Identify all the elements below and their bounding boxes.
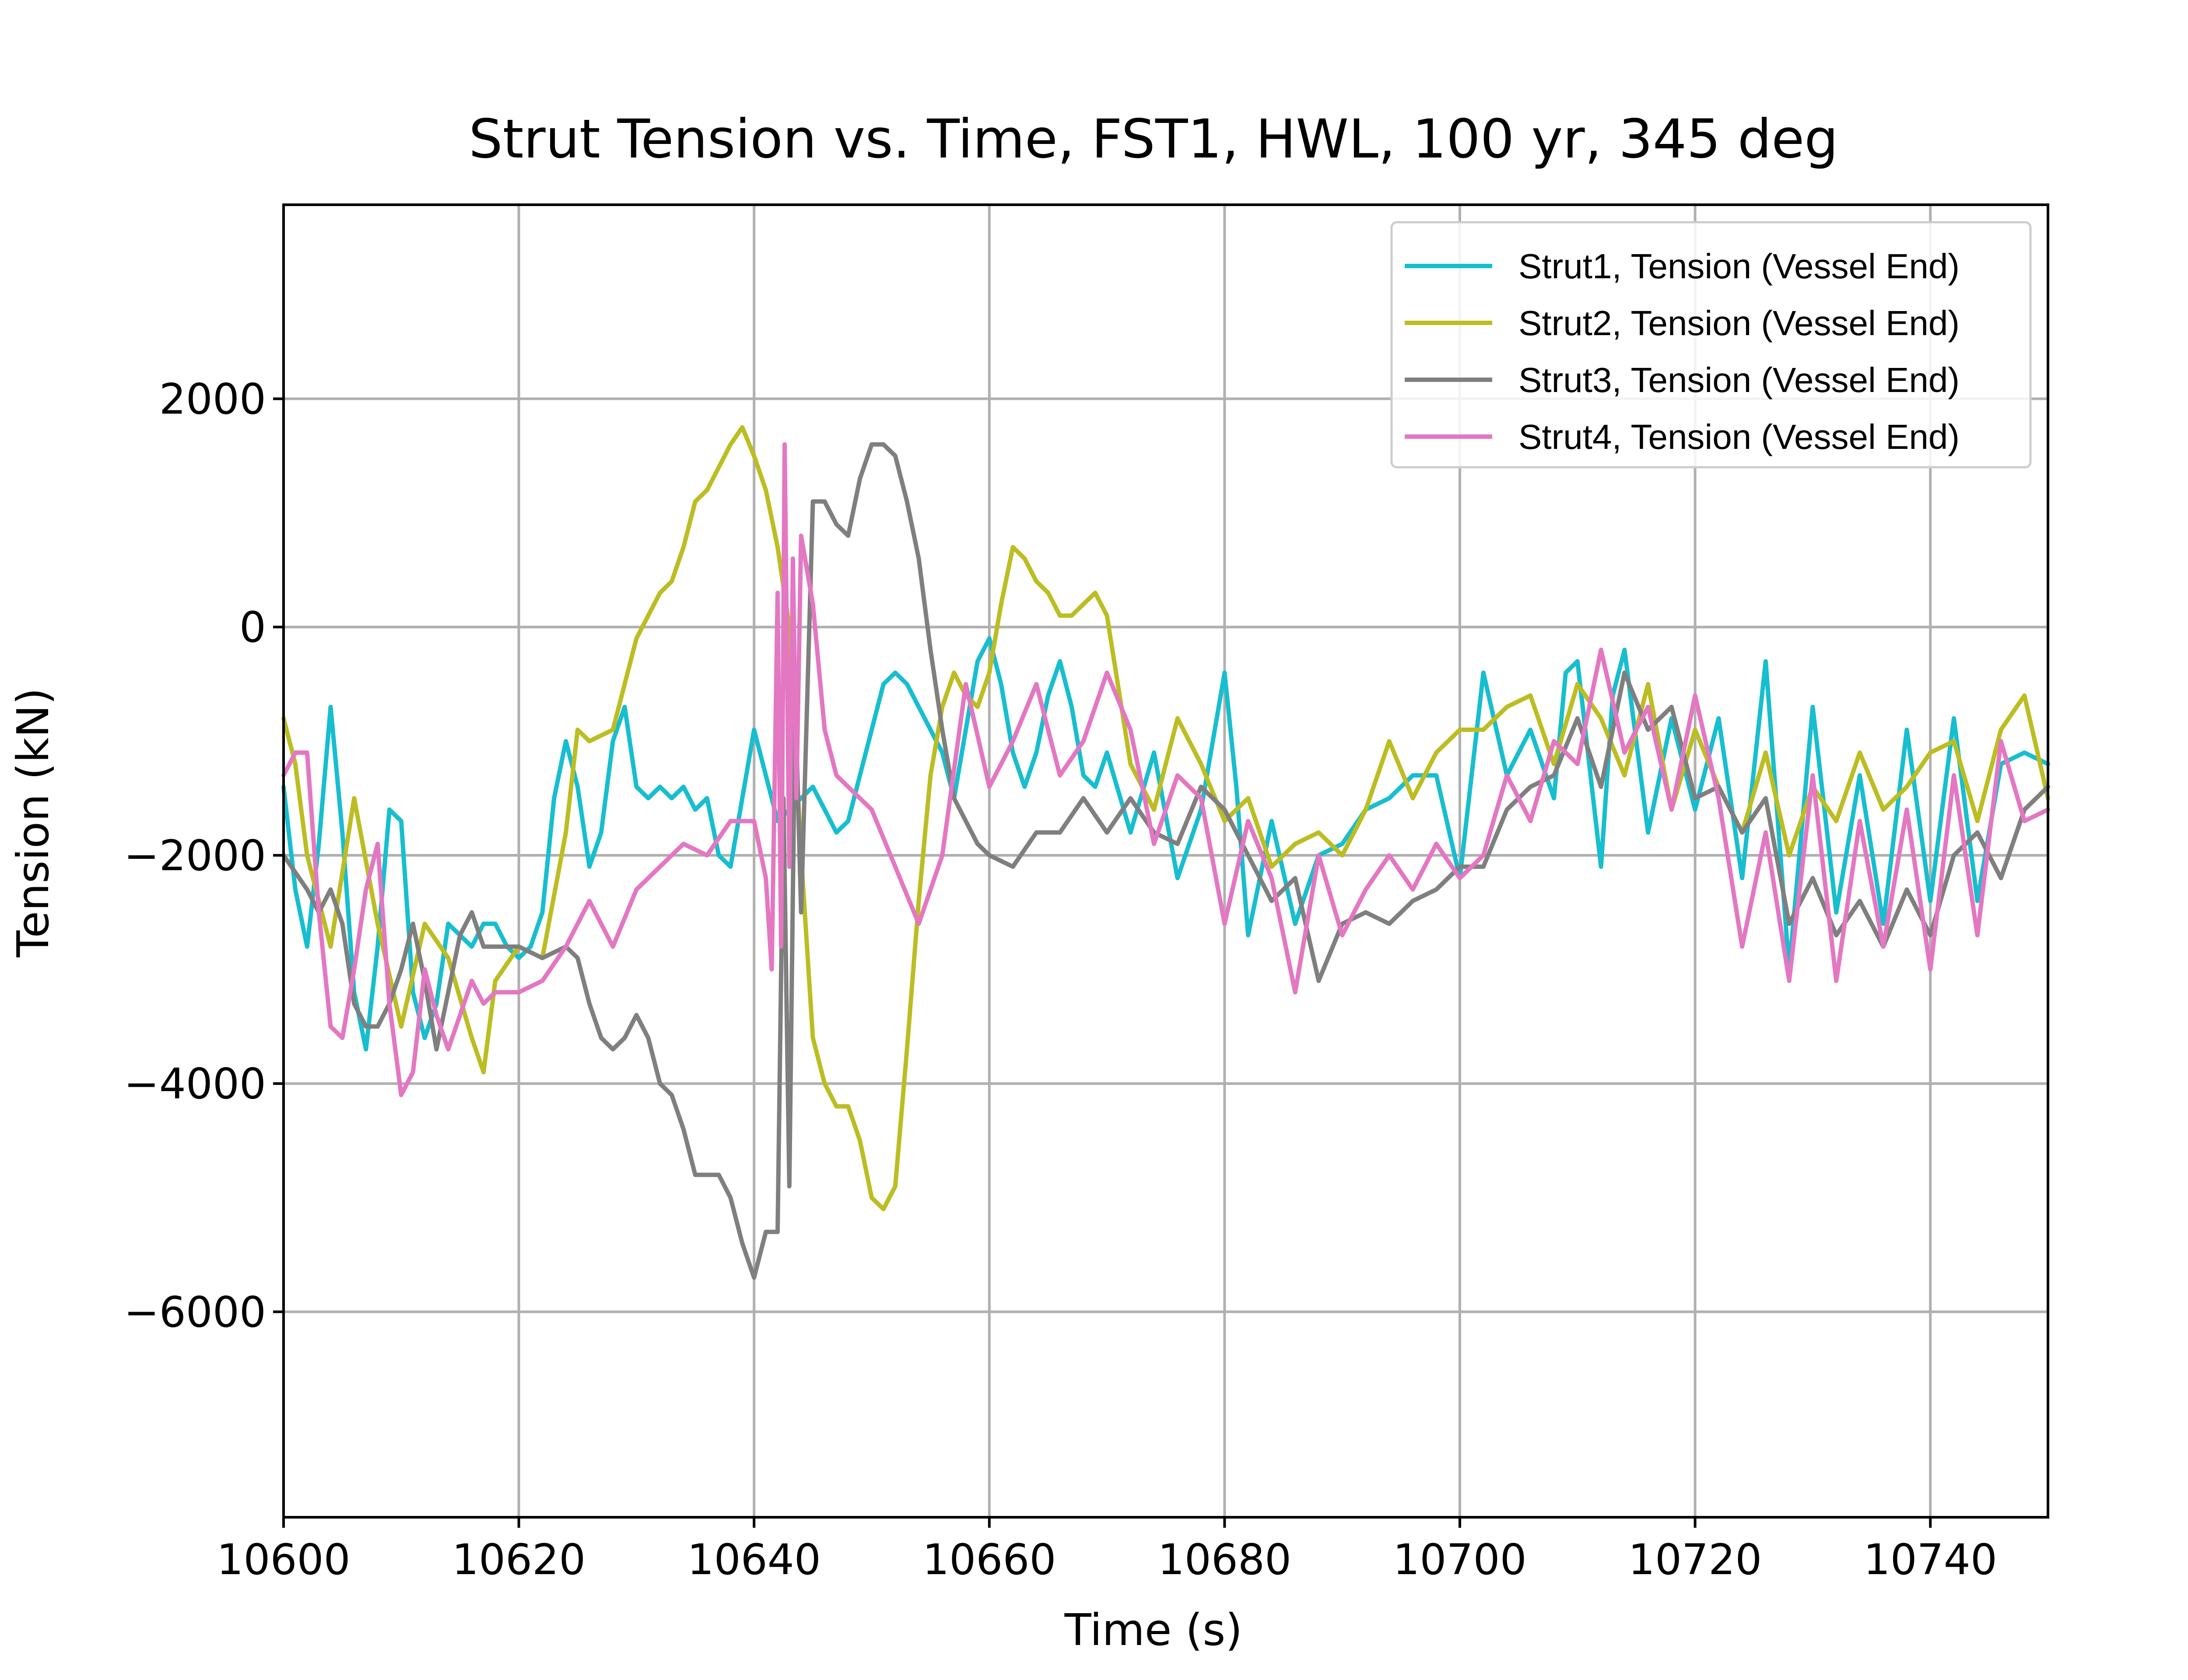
x-tick-label: 10620: [452, 1535, 586, 1584]
series-layer: [281, 425, 2050, 1280]
y-tick-label: −6000: [124, 1288, 266, 1337]
legend-box: [1390, 221, 2032, 469]
plot-frame: [282, 203, 2049, 1519]
x-tick-label: 10600: [217, 1535, 350, 1584]
legend-label-strut2: Strut2, Tension (Vessel End): [1518, 304, 1960, 343]
x-tick-label: 10700: [1393, 1535, 1526, 1584]
legend: Strut1, Tension (Vessel End) Strut2, Tens…: [1390, 221, 2032, 469]
legend-label-strut1: Strut1, Tension (Vessel End): [1518, 247, 1960, 286]
y-tick-label: 0: [239, 603, 266, 652]
legend-label-strut3: Strut3, Tension (Vessel End): [1518, 360, 1960, 399]
series-line-strut3: [281, 442, 2050, 1280]
x-tick-label: 10740: [1864, 1535, 1997, 1584]
series-line-strut4: [281, 442, 2050, 1097]
x-axis-label: Time (s): [1064, 1604, 1243, 1656]
y-axis-label: Tension (kN): [7, 688, 59, 958]
x-tick-label: 10640: [687, 1535, 821, 1584]
chart-title: Strut Tension vs. Time, FST1, HWL, 100 y…: [469, 108, 1838, 170]
axes-layer: 10600 10620 10640 10660 10680 10700 10720 10740…: [124, 203, 2049, 1584]
x-tick-label: 10660: [922, 1535, 1056, 1584]
y-tick-label: 2000: [159, 374, 266, 424]
y-tick-label: −2000: [124, 831, 266, 880]
y-tick-label: −4000: [124, 1060, 266, 1109]
legend-label-strut4: Strut4, Tension (Vessel End): [1518, 417, 1960, 456]
x-tick-label: 10680: [1158, 1535, 1291, 1584]
x-tick-label: 10720: [1628, 1535, 1762, 1584]
series-line-strut1: [281, 636, 2050, 1052]
